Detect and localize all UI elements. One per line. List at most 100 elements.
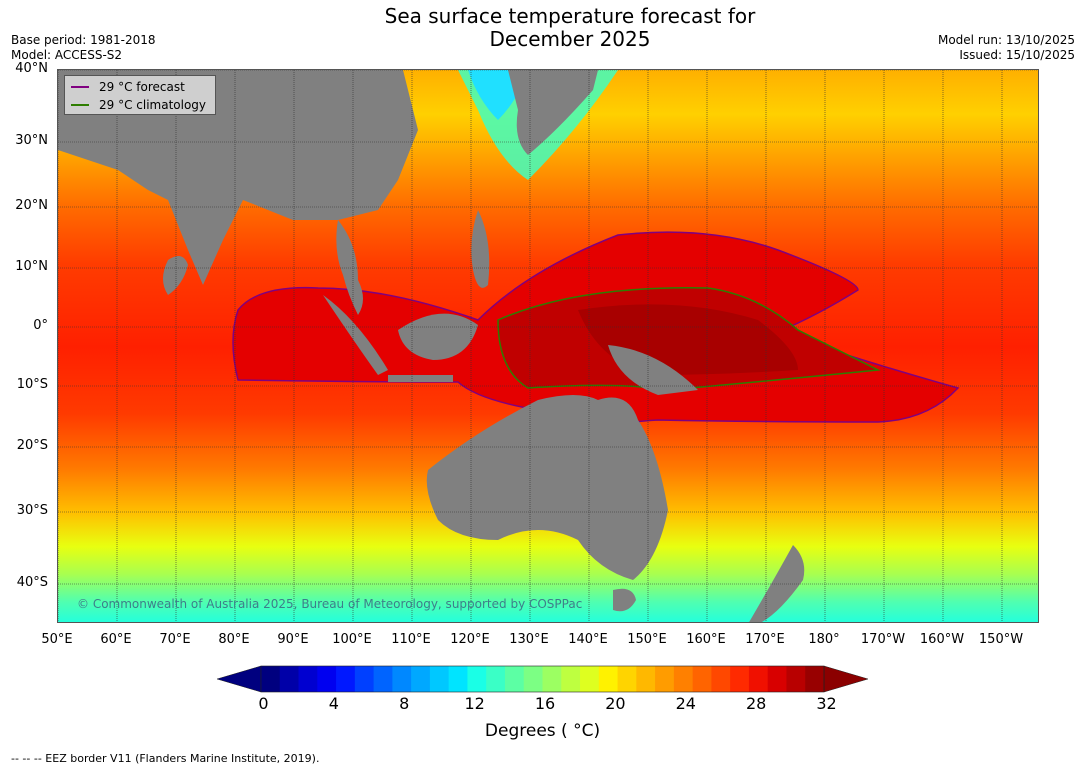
colorbar-cell xyxy=(636,666,656,692)
climatology-swatch xyxy=(71,104,89,106)
colorbar xyxy=(216,665,869,693)
colorbar-tick-label: 24 xyxy=(675,694,696,713)
lat-label: 20°S xyxy=(16,438,48,453)
colorbar-cell xyxy=(711,666,731,692)
colorbar-cell xyxy=(805,666,825,692)
colorbar-cell xyxy=(411,666,431,692)
colorbar-cell xyxy=(486,666,506,692)
colorbar-cell xyxy=(354,666,375,692)
colorbar-cell xyxy=(692,666,712,692)
colorbar-tick-label: 0 xyxy=(258,694,269,713)
base-period: Base period: 1981-2018 xyxy=(11,33,156,47)
colorbar-cell xyxy=(298,666,318,692)
new-zealand xyxy=(749,545,805,622)
lon-label: 160°W xyxy=(919,632,965,647)
model-run: Model run: 13/10/2025 xyxy=(937,33,1075,47)
colorbar-tick-label: 32 xyxy=(816,694,837,713)
colorbar-tick-label: 8 xyxy=(399,694,410,713)
lon-label: 80°E xyxy=(218,632,250,647)
asia-mainland xyxy=(58,70,418,285)
colorbar-label: Degrees ( °C) xyxy=(484,721,601,741)
borneo xyxy=(398,313,478,360)
colorbar-cell xyxy=(261,666,281,692)
tasmania xyxy=(613,588,636,612)
sst-map xyxy=(57,69,1039,623)
colorbar-tick-label: 28 xyxy=(745,694,767,713)
legend-forecast: 29 °C forecast xyxy=(71,78,209,96)
lon-label: 130°E xyxy=(509,632,549,647)
title-line-1: Sea surface temperature forecast for xyxy=(384,4,756,28)
lon-label: 90°E xyxy=(277,632,309,647)
colorbar-cell xyxy=(580,666,600,692)
colorbar-cell xyxy=(617,666,637,692)
lat-label: 30°N xyxy=(15,133,48,148)
australia xyxy=(426,395,668,580)
colorbar-cell xyxy=(279,666,300,692)
colorbar-cell xyxy=(561,666,581,692)
model-name: Model: ACCESS-S2 xyxy=(11,48,123,62)
colorbar-tick-label: 16 xyxy=(534,694,556,713)
land-masses xyxy=(58,70,805,622)
lon-label: 180° xyxy=(808,632,840,647)
lon-label: 120°E xyxy=(450,632,490,647)
japan-korea xyxy=(508,70,598,155)
lon-label: 60°E xyxy=(100,632,132,647)
lon-label: 150°W xyxy=(978,632,1024,647)
lat-label: 10°S xyxy=(16,377,48,392)
title-line-2: December 2025 xyxy=(489,27,651,51)
malay-peninsula xyxy=(336,220,363,315)
lon-label: 50°E xyxy=(41,632,73,647)
copyright-note: © Commonwealth of Australia 2025, Bureau… xyxy=(77,597,583,611)
lon-label: 70°E xyxy=(159,632,191,647)
colorbar-tick-label: 20 xyxy=(605,694,626,713)
lon-label: 140°E xyxy=(568,632,608,647)
lat-label: 20°N xyxy=(15,198,48,213)
lon-label: 100°E xyxy=(332,632,372,647)
map-legend: 29 °C forecast 29 °C climatology xyxy=(64,75,216,115)
colorbar-cell xyxy=(673,666,694,692)
colorbar-cell xyxy=(523,666,543,692)
colorbar-cell xyxy=(786,666,806,692)
colorbar-cell xyxy=(448,666,468,692)
colorbar-cell xyxy=(655,666,675,692)
colorbar-cell xyxy=(317,666,337,692)
lon-label: 110°E xyxy=(391,632,431,647)
colorbar-cell xyxy=(467,666,487,692)
lat-label: 30°S xyxy=(16,503,48,518)
colorbar-tick-label: 4 xyxy=(328,694,339,713)
lat-label: 40°S xyxy=(16,575,48,590)
lon-label: 160°E xyxy=(686,632,726,647)
lat-label: 10°N xyxy=(15,259,48,274)
colorbar-cell xyxy=(730,666,750,692)
colorbar-high-arrow xyxy=(823,665,869,693)
legend-climatology-label: 29 °C climatology xyxy=(99,98,207,112)
legend-forecast-label: 29 °C forecast xyxy=(99,80,185,94)
colorbar-cell xyxy=(767,666,787,692)
sumatra xyxy=(323,295,388,375)
issued-date: Issued: 15/10/2025 xyxy=(959,48,1075,62)
colorbar-border xyxy=(260,665,825,693)
philippines xyxy=(471,210,490,288)
colorbar-cell xyxy=(542,666,562,692)
colorbar-cell xyxy=(504,666,525,692)
sst-map-svg xyxy=(58,70,1038,622)
legend-climatology: 29 °C climatology xyxy=(71,96,209,114)
lat-label: 40°N xyxy=(15,61,48,76)
colorbar-cell xyxy=(748,666,769,692)
lon-label: 170°E xyxy=(745,632,785,647)
lon-label: 150°E xyxy=(627,632,667,647)
new-guinea xyxy=(608,345,698,395)
graticule xyxy=(58,70,1038,622)
lon-label: 170°W xyxy=(860,632,906,647)
lat-label: 0° xyxy=(33,318,48,333)
colorbar-cell xyxy=(392,666,412,692)
forecast-swatch xyxy=(71,86,89,88)
colorbar-cell xyxy=(373,666,393,692)
java xyxy=(388,375,453,382)
sri-lanka xyxy=(163,256,188,295)
colorbar-cell xyxy=(429,666,450,692)
colorbar-low-arrow xyxy=(216,665,262,693)
colorbar-tick-label: 12 xyxy=(464,694,485,713)
eez-note: -- -- -- EEZ border V11 (Flanders Marine… xyxy=(11,752,320,765)
colorbar-cell xyxy=(336,666,356,692)
